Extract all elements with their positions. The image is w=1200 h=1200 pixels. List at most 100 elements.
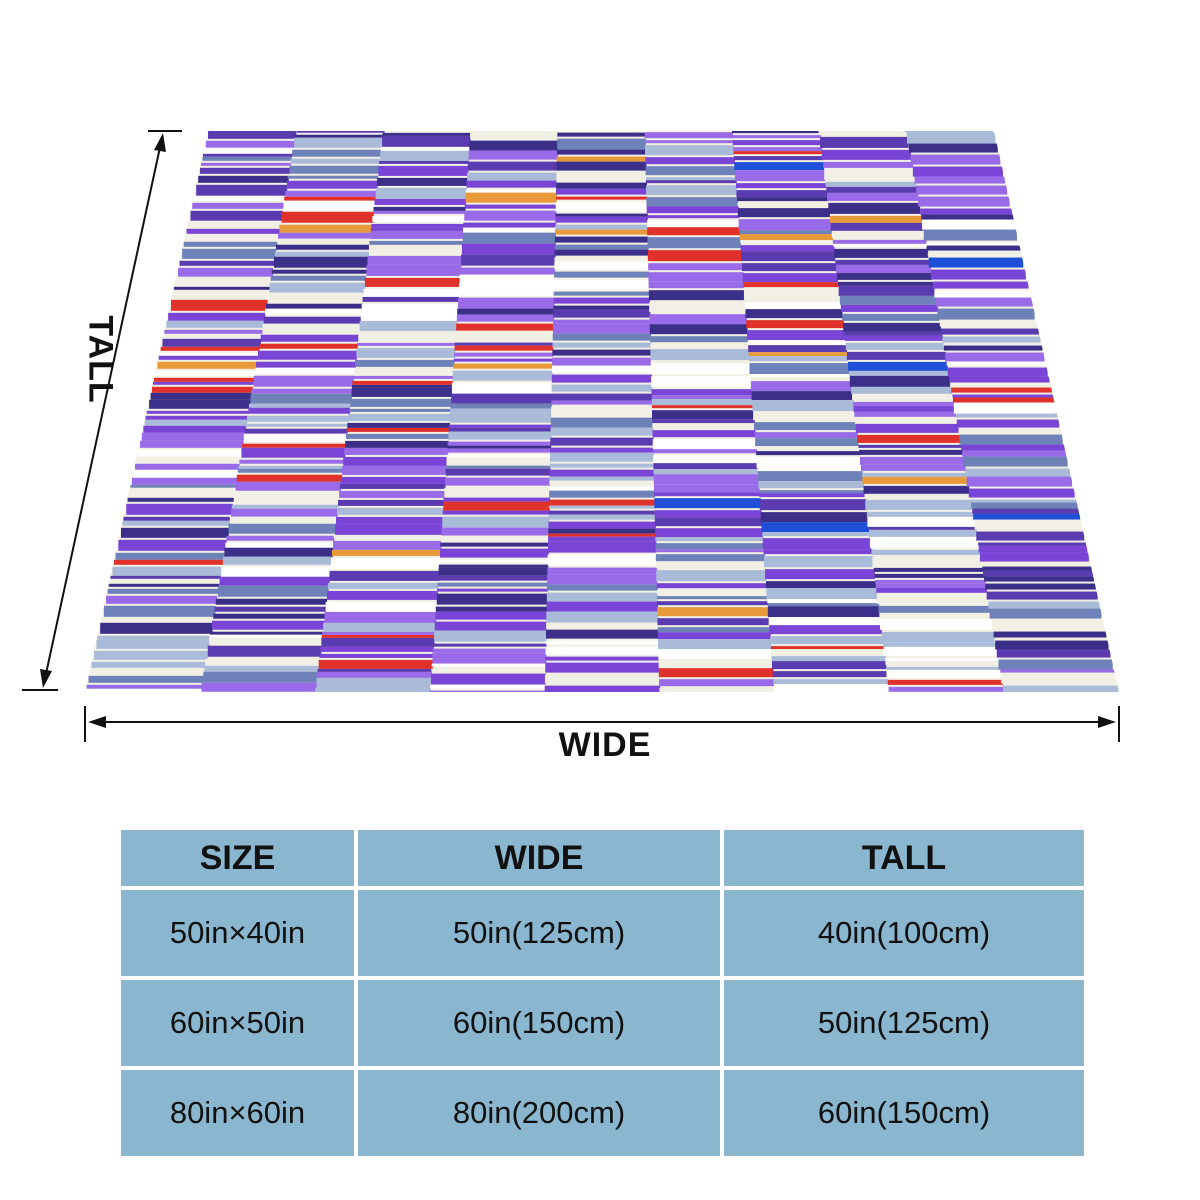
stripe <box>981 563 1092 567</box>
stripe <box>439 559 549 563</box>
stripe <box>649 314 747 325</box>
stripe <box>439 548 549 558</box>
stripe <box>993 631 1107 638</box>
stripe <box>734 162 825 171</box>
cell-size: 50in×40in <box>121 890 354 976</box>
stripe <box>873 567 984 572</box>
stripe <box>759 490 866 494</box>
stripe <box>226 535 335 541</box>
stripe <box>367 255 463 265</box>
stripe <box>927 252 1023 256</box>
stripe <box>647 237 742 249</box>
stripe <box>144 419 248 426</box>
stripe <box>168 312 266 321</box>
stripe <box>270 275 367 281</box>
stripe <box>548 499 656 506</box>
stripe <box>757 471 863 482</box>
stripe <box>918 196 1010 207</box>
stripe <box>115 552 225 560</box>
stripe <box>555 201 648 212</box>
stripe <box>265 308 363 315</box>
stripe <box>296 131 385 133</box>
stripe <box>239 459 344 464</box>
stripe <box>456 314 555 322</box>
stripe <box>241 447 346 458</box>
stripe <box>912 166 1003 177</box>
stripe <box>470 131 559 139</box>
stripe <box>91 661 207 668</box>
stripe <box>996 649 1111 658</box>
stripe <box>757 468 863 472</box>
stripe <box>766 588 878 600</box>
stripe <box>945 352 1045 362</box>
stripe <box>950 382 1052 388</box>
stripe <box>435 606 548 612</box>
stripe <box>127 497 234 502</box>
stripe <box>552 333 652 341</box>
stripe <box>450 408 553 414</box>
stripe <box>257 350 358 360</box>
stripe <box>653 455 758 464</box>
blanket-illustration <box>22 130 1120 742</box>
stripe <box>736 190 828 198</box>
stripe <box>287 175 379 179</box>
stripe <box>946 361 1047 366</box>
stripe <box>552 349 652 356</box>
stripe <box>875 583 987 588</box>
stripe <box>441 527 550 536</box>
stripe <box>469 140 559 151</box>
stripe <box>759 493 866 498</box>
stripe <box>749 363 850 375</box>
stripe <box>552 342 652 348</box>
stripe <box>459 282 555 292</box>
stripe <box>832 239 927 244</box>
stripe <box>985 583 1096 590</box>
stripe <box>949 376 1050 383</box>
stripe <box>553 291 650 296</box>
stripe <box>440 542 549 547</box>
stripe <box>290 158 381 164</box>
stripe <box>446 454 551 458</box>
stripe <box>372 210 466 214</box>
stripe <box>382 132 471 136</box>
stripe <box>551 400 653 405</box>
stripe <box>222 556 333 565</box>
stripe <box>878 605 991 613</box>
stripe <box>653 484 760 493</box>
stripe <box>869 536 979 548</box>
stripe <box>110 575 221 579</box>
stripe <box>549 490 656 498</box>
stripe <box>764 556 874 568</box>
stripe <box>556 172 647 183</box>
stripe <box>210 631 324 635</box>
stripe <box>380 150 470 161</box>
cell-wide: 80in(200cm) <box>358 1070 720 1156</box>
stripe <box>845 342 945 350</box>
stripe <box>551 406 653 418</box>
stripe <box>375 187 467 199</box>
stripe <box>648 272 744 282</box>
stripe <box>461 254 556 266</box>
stripe <box>317 668 433 672</box>
stripe <box>202 153 293 157</box>
stripe <box>118 539 227 551</box>
stripe <box>970 499 1078 503</box>
stripe <box>554 261 650 270</box>
stripe <box>756 457 861 469</box>
stripe <box>650 360 751 364</box>
stripe <box>557 138 646 150</box>
stripe <box>978 542 1087 546</box>
stripe <box>655 528 763 538</box>
stripe <box>453 363 554 369</box>
stripe <box>138 449 243 457</box>
stripe <box>369 240 464 245</box>
stripe <box>253 375 355 387</box>
stripe <box>183 241 278 247</box>
stripe <box>657 601 769 606</box>
stripe <box>273 256 369 268</box>
stripe <box>243 433 348 442</box>
stripe <box>872 556 982 568</box>
stripe <box>748 345 848 353</box>
stripe <box>364 277 461 287</box>
stripe <box>550 437 654 446</box>
